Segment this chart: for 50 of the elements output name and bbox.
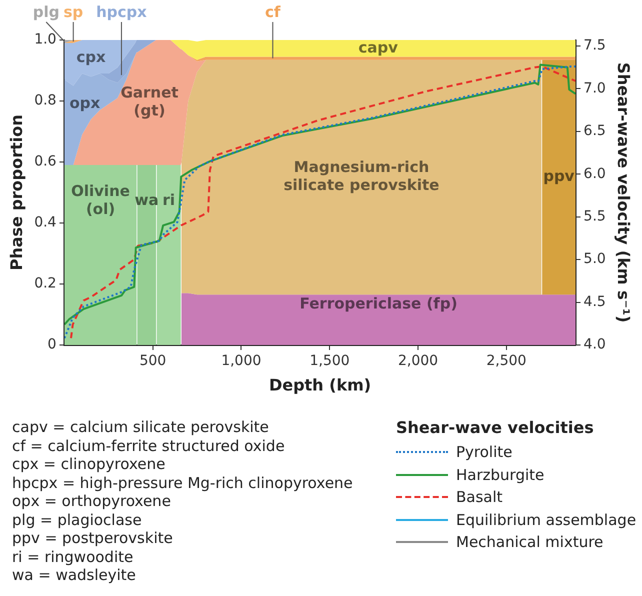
y-tick-label: 0.4	[34, 214, 57, 231]
y2-tick-label: 7.0	[584, 80, 606, 96]
series-label: ppv	[543, 167, 575, 186]
text: cf = calcium-ferrite structured oxide	[12, 436, 286, 455]
series-label: Olivine (ol)	[71, 182, 130, 218]
legend-label: Basalt	[456, 488, 503, 506]
text: opx = orthopyroxene	[12, 492, 172, 510]
x-axis-title: Depth (km)	[268, 376, 372, 395]
legend-label: Harzburgite	[456, 466, 544, 484]
text: plg = plagioclase	[12, 510, 143, 529]
x-tick-label: 1,000	[221, 353, 262, 370]
x-tick-label: 2,000	[398, 353, 438, 370]
y2-tick-label: 4.5	[584, 294, 606, 310]
series-label: Garnet (gt)	[120, 83, 178, 120]
x-tick-label: 2,500	[486, 353, 526, 370]
y2-axis-title: Shear-wave velocity (km s⁻¹)	[614, 62, 634, 323]
series-label: sp	[63, 2, 84, 21]
y2-tick-label: 5.0	[584, 251, 606, 268]
y2-tick-label: 7.5	[584, 38, 606, 54]
y-tick-label: 0.6	[34, 154, 57, 170]
text: hpcpx = high-pressure Mg-rich clinopyroxene	[12, 474, 353, 492]
y-tick-label: 0	[48, 336, 56, 353]
legend-label: Mechanical mixture	[456, 533, 604, 552]
x-tick-label: 500	[139, 353, 166, 370]
text: ppv = postperovskite	[12, 529, 174, 548]
series-label: hpcpx	[96, 2, 148, 21]
series-label: Ferropericlase (fp)	[300, 294, 458, 313]
text: cpx = clinopyroxene	[12, 455, 166, 474]
legend-title: Shear-wave velocities	[396, 418, 595, 437]
series-label: ri	[162, 190, 176, 209]
legend-label: Equilibrium assemblage	[456, 510, 636, 529]
y2-tick-label: 5.5	[584, 208, 606, 224]
series-label: cpx	[76, 48, 106, 66]
series-label: plg	[32, 2, 60, 21]
x-tick-label: 1,500	[310, 353, 350, 370]
text: ri = ringwoodite	[12, 548, 134, 566]
text: cf	[265, 2, 281, 21]
y2-tick-label: 6.5	[584, 123, 606, 140]
y-tick-label: 0.2	[34, 276, 56, 292]
legend-label: Pyrolite	[456, 443, 512, 462]
y2-tick-label: 6.0	[584, 166, 606, 182]
series-label: capv	[358, 38, 398, 56]
series-label: opx	[69, 94, 101, 112]
y-tick-label: 1.0	[34, 32, 56, 48]
text: wa = wadsleyite	[12, 566, 137, 584]
text: capv = calcium silicate perovskite	[12, 418, 270, 436]
y-tick-label: 0.8	[34, 92, 56, 109]
y-axis-title: Phase proportion	[6, 114, 26, 271]
y2-tick-label: 4.0	[584, 336, 606, 353]
series-label: Magnesium-rich silicate perovskite	[284, 158, 440, 194]
